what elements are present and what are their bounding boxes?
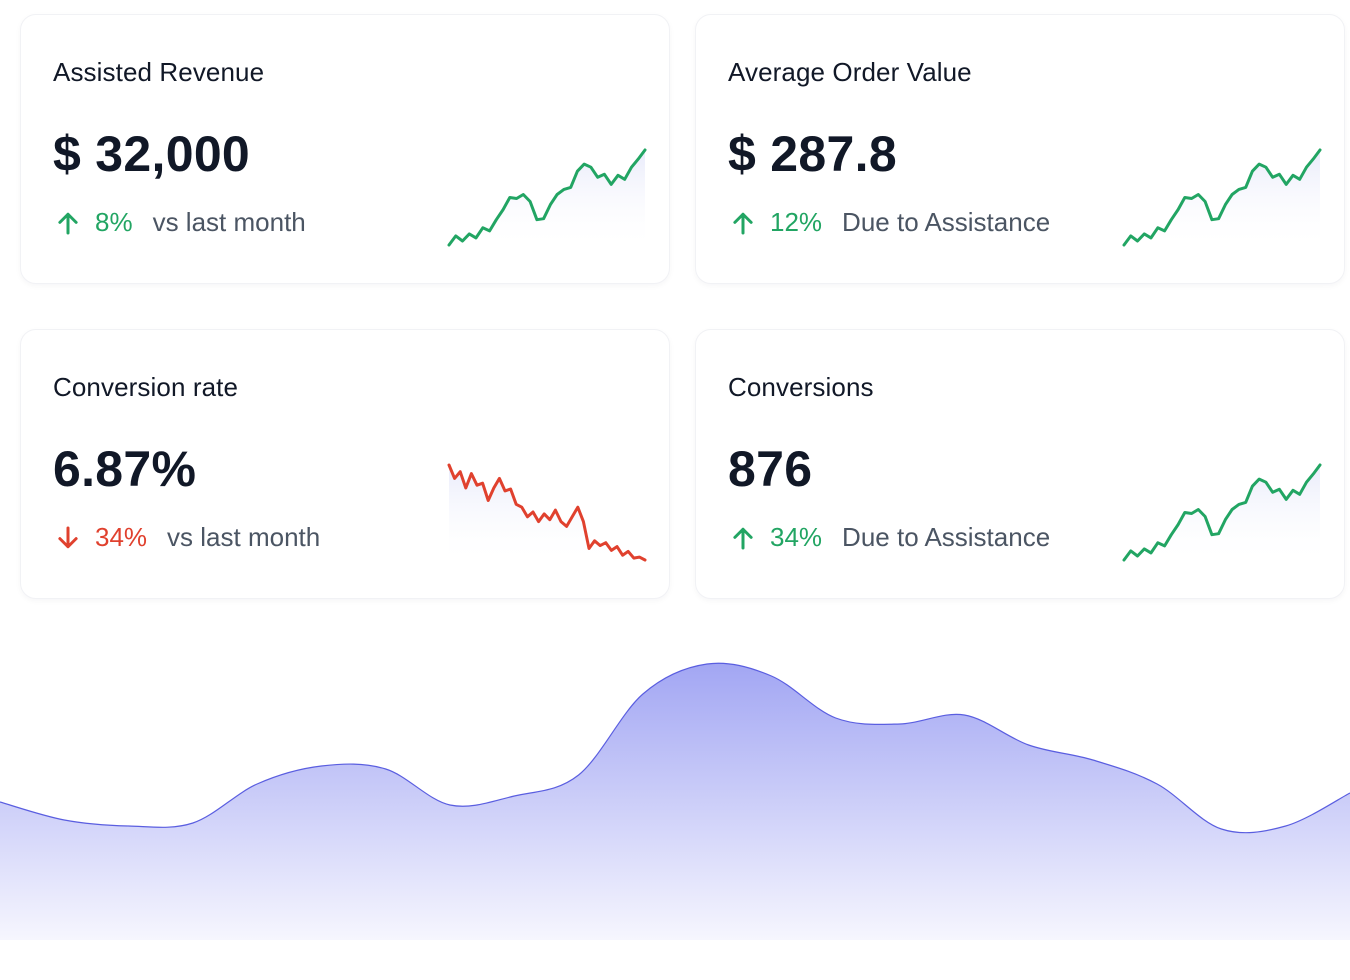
arrow-up-icon: [53, 208, 83, 238]
metric-card-assisted-revenue: Assisted Revenue $ 32,000 8% vs last mon…: [20, 14, 670, 284]
area-chart: [0, 662, 1350, 940]
trend-percent: 12%: [770, 207, 823, 237]
sparkline-chart: [447, 148, 647, 250]
card-title: Conversion rate: [53, 372, 239, 402]
trend-row: 34% Due to Assistance: [728, 522, 1050, 553]
trend-row: 34% vs last month: [53, 522, 320, 553]
sparkline-line: [1122, 148, 1322, 247]
area-chart-line: [0, 662, 1350, 834]
trend-note: vs last month: [152, 207, 306, 237]
area-chart-fill: [0, 663, 1350, 940]
trend-note: vs last month: [167, 522, 321, 552]
trend-note: Due to Assistance: [842, 522, 1051, 552]
card-value: $ 287.8: [728, 126, 897, 182]
metric-card-conversions: Conversions 876 34% Due to Assistance: [695, 329, 1345, 599]
sparkline-line: [1122, 463, 1322, 562]
card-title: Assisted Revenue: [53, 57, 265, 87]
metric-card-conversion-rate: Conversion rate 6.87% 34% vs last month: [20, 329, 670, 599]
sparkline-chart: [1122, 148, 1322, 250]
trend-row: 12% Due to Assistance: [728, 207, 1050, 238]
sparkline-chart: [1122, 463, 1322, 565]
metric-card-average-order-value: Average Order Value $ 287.8 12% Due to A…: [695, 14, 1345, 284]
card-value: $ 32,000: [53, 126, 251, 182]
card-title: Average Order Value: [728, 57, 972, 87]
trend-percent: 34%: [95, 522, 148, 552]
trend-percent: 8%: [95, 207, 133, 237]
arrow-up-icon: [728, 208, 758, 238]
trend-note: Due to Assistance: [842, 207, 1051, 237]
sparkline-line: [447, 148, 647, 247]
card-value: 876: [728, 441, 813, 497]
trend-percent: 34%: [770, 522, 823, 552]
sparkline-chart: [447, 463, 647, 565]
arrow-down-icon: [53, 523, 83, 553]
arrow-up-icon: [728, 523, 758, 553]
sparkline-line: [447, 463, 647, 562]
sparkline-area: [449, 465, 645, 565]
trend-row: 8% vs last month: [53, 207, 306, 238]
card-title: Conversions: [728, 372, 874, 402]
card-value: 6.87%: [53, 441, 197, 497]
